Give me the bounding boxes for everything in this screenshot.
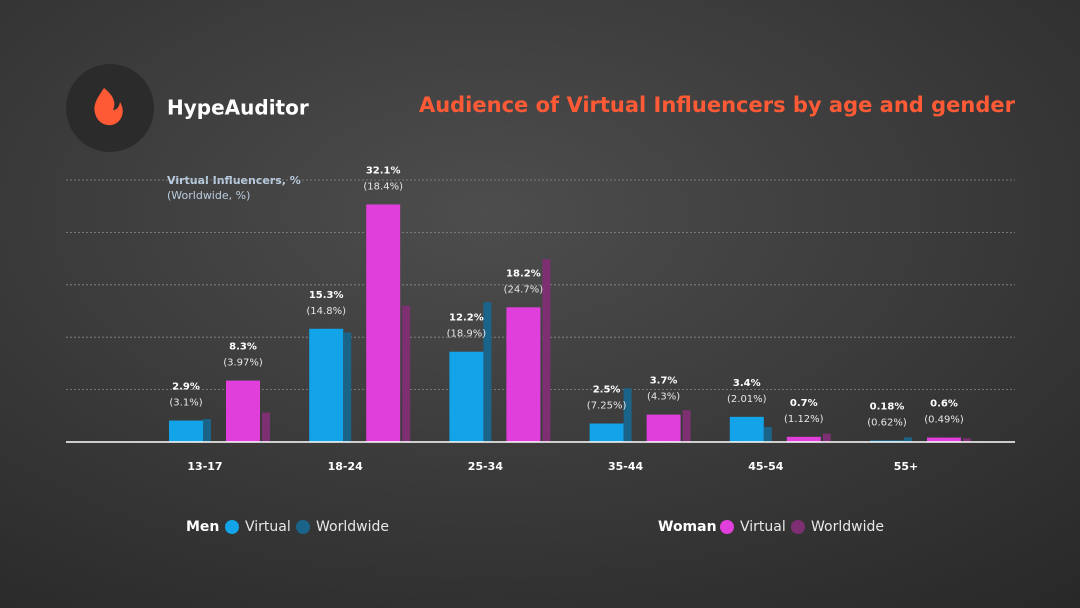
bar [542, 259, 551, 442]
value-label: (2.01%) [727, 394, 767, 405]
bar [786, 436, 821, 442]
legend-group: Men [186, 519, 219, 535]
bar [927, 437, 961, 442]
bar [904, 437, 912, 442]
chart-title: Audience of Virtual Influencers by age a… [419, 93, 1016, 117]
bar [506, 307, 541, 442]
legend-swatch [225, 520, 239, 534]
value-label: (7.25%) [587, 400, 627, 411]
legend-group: Woman [658, 519, 717, 535]
x-tick-label: 45-54 [748, 460, 784, 473]
value-label: 0.6% [930, 399, 958, 410]
value-label: (0.62%) [867, 418, 907, 429]
value-label: (1.12%) [784, 414, 824, 425]
value-label: 12.2% [449, 313, 484, 324]
bar [822, 433, 831, 442]
bar [309, 328, 344, 442]
value-label: (14.8%) [306, 306, 346, 317]
value-label: 3.7% [650, 376, 678, 387]
value-label: (18.4%) [363, 181, 403, 192]
bar [763, 427, 772, 442]
bar [646, 414, 681, 442]
legend-label: Virtual [740, 519, 786, 535]
value-label: 2.9% [172, 382, 200, 393]
value-label: (18.9%) [447, 329, 487, 340]
x-tick-label: 18-24 [328, 460, 364, 473]
value-label: 0.7% [790, 398, 818, 409]
value-label: (4.3%) [647, 392, 680, 403]
legend-label: Worldwide [811, 519, 884, 535]
bar [402, 305, 411, 442]
value-label: 2.5% [593, 384, 621, 395]
legend-label: Worldwide [316, 519, 389, 535]
annotation: (Worldwide, %) [167, 189, 250, 202]
bar [366, 204, 401, 442]
bar [682, 410, 691, 442]
bar [169, 420, 203, 442]
bar [449, 351, 484, 442]
x-tick-label: 13-17 [187, 460, 222, 473]
bar [623, 388, 632, 442]
value-label: (3.1%) [169, 398, 202, 409]
bar [262, 412, 270, 442]
value-label: 3.4% [733, 378, 761, 389]
legend-label: Virtual [245, 519, 291, 535]
value-label: 18.2% [506, 268, 541, 279]
value-label: 0.18% [870, 402, 905, 413]
annotation: Virtual Influencers, % [167, 174, 301, 187]
legend-swatch [720, 520, 734, 534]
value-label: (24.7%) [504, 284, 544, 295]
bar [203, 419, 211, 442]
legend-swatch [791, 520, 805, 534]
bar [483, 302, 492, 442]
x-tick-label: 35-44 [608, 460, 644, 473]
bar [226, 380, 260, 442]
bar [343, 332, 352, 442]
value-label: (3.97%) [223, 358, 263, 369]
logo-flame [94, 88, 123, 126]
bar [729, 416, 764, 442]
x-tick-label: 25-34 [468, 460, 504, 473]
value-label: 15.3% [309, 290, 344, 301]
brand: HypeAuditor [167, 96, 309, 120]
value-label: 8.3% [229, 342, 257, 353]
value-label: 32.1% [366, 165, 401, 176]
x-tick-label: 55+ [894, 460, 919, 473]
value-label: (0.49%) [924, 415, 964, 426]
bar [963, 438, 971, 442]
bar [589, 423, 624, 442]
legend-swatch [296, 520, 310, 534]
